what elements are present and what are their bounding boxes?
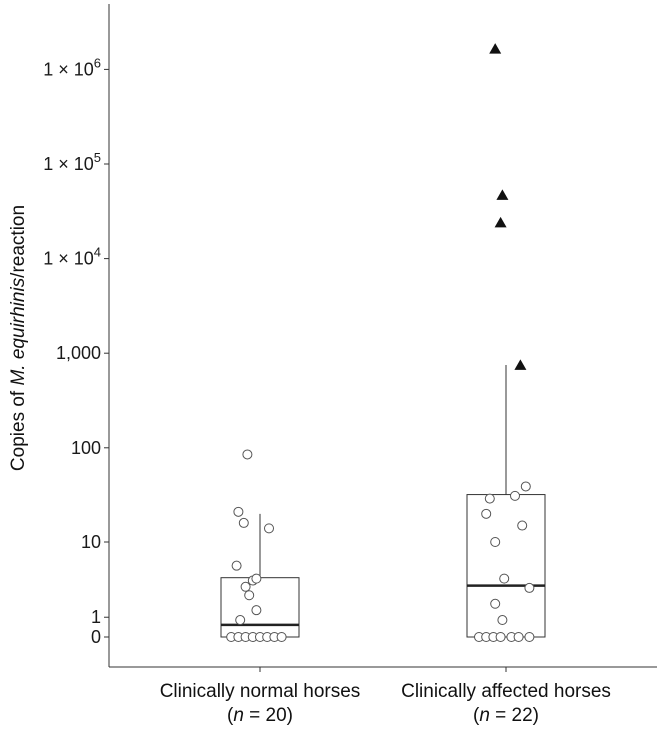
outlier-point (489, 43, 502, 54)
x-category-n-label: (n = 22) (473, 705, 539, 726)
data-point (499, 573, 510, 584)
x-category-n-label: (n = 20) (227, 705, 293, 726)
outlier-point (496, 189, 509, 200)
data-point (490, 536, 501, 547)
data-point (495, 632, 506, 642)
boxes (220, 365, 546, 638)
y-tick-label: 1 × 105 (43, 150, 101, 174)
x-category-labels: Clinically normal horses (n = 20) Clinical… (160, 667, 611, 726)
y-tick-label: 1 (91, 607, 101, 627)
data-point (231, 560, 242, 571)
data-point (484, 493, 495, 504)
data-point (244, 590, 255, 601)
y-tick-label: 10 (81, 532, 101, 552)
y-tick-label: 1 × 106 (43, 55, 101, 79)
y-tick-label: 1 × 104 (43, 245, 101, 269)
data-points (226, 43, 535, 642)
data-point (513, 632, 524, 642)
data-point (520, 481, 531, 492)
data-point (510, 490, 520, 501)
data-point (524, 582, 535, 593)
data-point (524, 632, 535, 642)
data-point (233, 506, 244, 517)
data-point (251, 573, 262, 584)
data-point (242, 449, 253, 460)
y-axis-label: Copies of M. equirhinis/reaction (8, 205, 29, 471)
axes (108, 4, 657, 668)
data-point (264, 523, 274, 534)
y-tick-label: 100 (71, 438, 101, 458)
data-point (490, 598, 501, 609)
y-tick-label: 0 (91, 627, 101, 647)
data-point (497, 615, 508, 626)
data-point (251, 605, 262, 616)
data-point (240, 581, 251, 592)
x-category-label: Clinically affected horses (401, 681, 611, 702)
x-category-label: Clinically normal horses (160, 681, 361, 702)
outlier-point (514, 359, 527, 370)
data-point (276, 632, 287, 642)
box-iqr (466, 494, 546, 638)
y-tick-label: 1,000 (56, 343, 101, 363)
outlier-point (494, 216, 507, 228)
data-point (481, 508, 492, 519)
data-point (238, 517, 249, 528)
data-point (517, 520, 528, 531)
y-ticks: 01 10 100 1,000 1 × 104 1 × 105 1 × 106 (43, 55, 109, 647)
data-point (235, 615, 246, 626)
